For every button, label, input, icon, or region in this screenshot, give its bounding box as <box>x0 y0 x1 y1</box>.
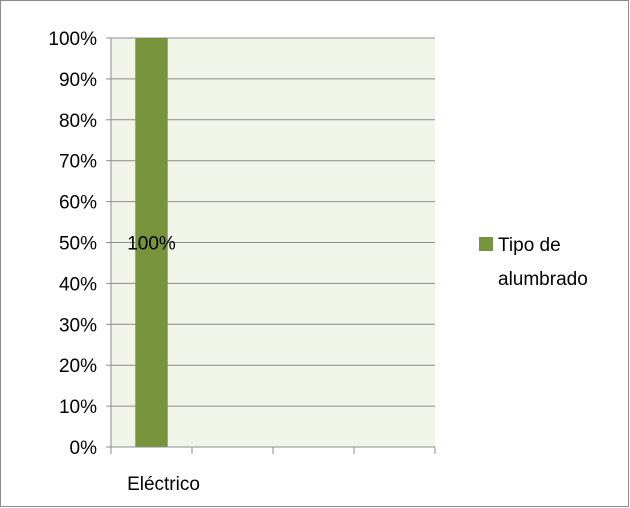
y-tick-label: 20% <box>59 356 97 377</box>
y-tick-labels: 0% 10% 20% 30% 40% 50% 60% 70% 80% 90% 100% <box>48 29 97 459</box>
y-tick-label: 0% <box>70 438 98 459</box>
legend: Tipo de alumbrado <box>479 235 588 290</box>
bars <box>135 38 168 447</box>
y-tick-label: 100% <box>48 29 97 50</box>
y-tick-label: 70% <box>59 152 97 173</box>
x-axis-ticks <box>110 447 436 454</box>
legend-swatch <box>479 237 493 251</box>
y-tick-label: 60% <box>59 193 97 214</box>
x-tick-label: Eléctrico <box>127 474 200 495</box>
bar <box>135 38 168 447</box>
legend-label-line-2: alumbrado <box>498 269 588 290</box>
y-tick-label: 50% <box>59 234 97 255</box>
y-tick-label: 10% <box>59 397 97 418</box>
legend-label-line-1: Tipo de <box>498 235 561 256</box>
y-tick-label: 90% <box>59 70 97 91</box>
y-tick-label: 40% <box>59 274 97 295</box>
data-labels: 100% <box>127 234 176 255</box>
y-tick-label: 80% <box>59 111 97 132</box>
x-tick-labels: Eléctrico <box>127 474 200 495</box>
data-label: 100% <box>127 234 176 255</box>
y-tick-label: 30% <box>59 315 97 336</box>
